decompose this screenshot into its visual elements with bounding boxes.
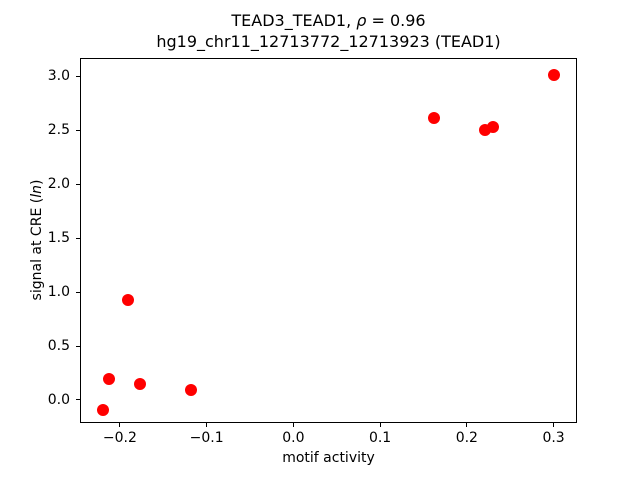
x-tick-label: 0.1: [368, 430, 392, 446]
y-tick-label: 1.5: [47, 230, 70, 247]
data-point: [547, 68, 560, 81]
data-point: [103, 373, 116, 386]
x-tick-mark: [466, 423, 468, 427]
chart-title: TEAD3_TEAD1, ρ = 0.96 hg19_chr11_1271377…: [80, 10, 577, 52]
y-tick-label: 2.0: [47, 176, 70, 193]
x-tick-mark: [379, 423, 381, 427]
x-tick-label: 0.2: [455, 430, 478, 446]
y-tick-label: 1.0: [47, 284, 70, 300]
x-tick-label: −0.1: [189, 430, 224, 446]
data-point: [97, 403, 110, 416]
x-tick-mark: [292, 423, 294, 427]
y-tick-label: 2.5: [47, 122, 70, 139]
y-tick-mark: [76, 237, 80, 239]
title-prefix: TEAD3_TEAD1,: [231, 11, 357, 30]
data-point: [133, 377, 146, 390]
rho-symbol: ρ: [356, 11, 367, 30]
data-point: [185, 384, 198, 397]
data-point: [486, 120, 499, 133]
y-tick-label: 3.0: [47, 68, 70, 85]
y-tick-mark: [76, 183, 80, 185]
y-tick-mark: [76, 345, 80, 347]
y-label-prefix: signal at CRE (: [29, 197, 45, 301]
plot-area: [80, 58, 577, 423]
data-point: [121, 293, 134, 306]
y-axis-label: signal at CRE (ln): [29, 180, 45, 301]
y-tick-mark: [76, 75, 80, 77]
y-tick-label: 0.0: [47, 391, 70, 408]
x-tick-label: 0.3: [542, 430, 565, 446]
chart-title-line2: hg19_chr11_12713772_12713923 (TEAD1): [156, 32, 501, 51]
y-tick-mark: [76, 399, 80, 401]
chart-title-line1: TEAD3_TEAD1, ρ = 0.96: [80, 10, 577, 31]
x-tick-mark: [119, 423, 121, 427]
y-tick-label: 0.5: [47, 338, 70, 354]
y-tick-mark: [76, 291, 80, 293]
x-tick-mark: [553, 423, 555, 427]
y-label-suffix: ): [29, 179, 45, 186]
x-tick-label: −0.2: [102, 430, 137, 446]
data-point: [427, 112, 440, 125]
x-tick-mark: [206, 423, 208, 427]
x-tick-label: 0.0: [282, 430, 305, 446]
x-axis-label: motif activity: [282, 450, 375, 466]
title-correlation-value: = 0.96: [366, 11, 426, 30]
y-label-ln: ln: [29, 185, 45, 198]
y-tick-mark: [76, 129, 80, 131]
